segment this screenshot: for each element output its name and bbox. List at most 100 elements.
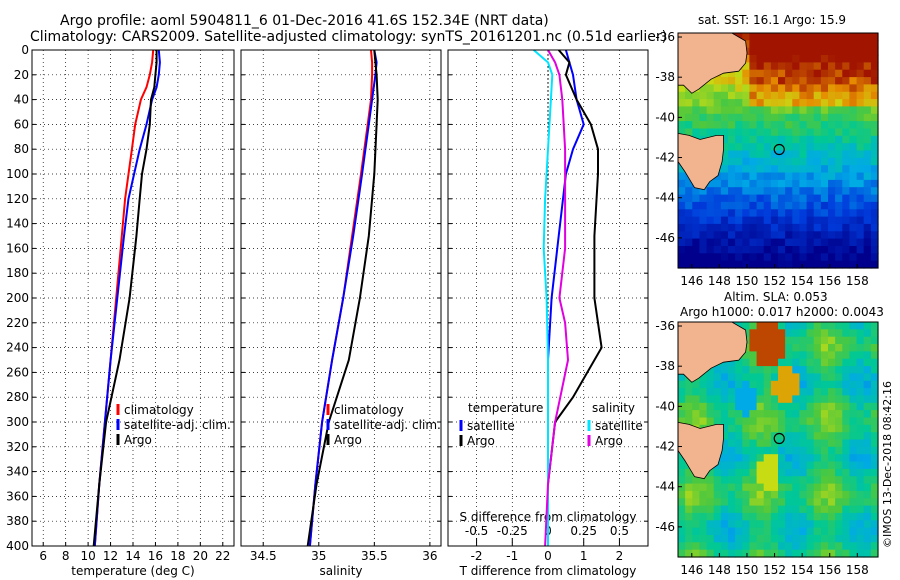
sst_map-land-mainland (677, 32, 748, 94)
sla_map-cell (770, 358, 779, 367)
sst_map-cell (756, 216, 765, 225)
sla_map-cell (842, 454, 850, 463)
sst_map-cell (806, 209, 815, 218)
sst_map-cell (699, 91, 708, 100)
sla_map-cell (799, 336, 808, 345)
sst_map-cell (728, 238, 736, 247)
sla_map-cell (713, 505, 722, 514)
sst_map-cell (856, 40, 865, 49)
sla_map-cell (806, 549, 815, 558)
sla_map-cell (756, 329, 765, 338)
sst_map-cell (820, 62, 829, 71)
sst_map-cell (792, 91, 800, 100)
sla_map-cell (699, 476, 708, 485)
sst_map-cell (870, 91, 879, 100)
salinity-series-argo (306, 49, 379, 547)
sla_map-cell (842, 358, 850, 367)
sst_map-cell (863, 194, 872, 203)
sla_map-cell (763, 461, 772, 470)
sla_map-cell (728, 498, 736, 507)
sla_map-cell (870, 454, 879, 463)
sst_map-xtick-label: 146 (680, 274, 703, 288)
sla_map-cell (692, 417, 700, 426)
sst_map-cell (835, 91, 843, 100)
difference-x2tick-label: 0.5 (610, 524, 629, 538)
sst_map-cell (770, 128, 779, 137)
sst_map-cell (863, 216, 872, 225)
sla_map-cell (849, 402, 858, 411)
sst_map-cell (749, 238, 758, 247)
sla_map-cell (849, 461, 858, 470)
sst_map-cell (756, 172, 765, 181)
sst_map-cell (813, 113, 822, 122)
depth-tick-label: 200 (6, 291, 29, 305)
sla_map-cell (813, 358, 822, 367)
sst_map-cell (770, 33, 779, 41)
sst_map-cell (778, 179, 786, 188)
sst_map-cell (778, 246, 786, 254)
sst_map-cell (742, 165, 750, 174)
sst_map-cell (792, 113, 800, 122)
depth-tick-label: 340 (6, 465, 29, 479)
sla_map-cell (770, 395, 779, 404)
sst_map-cell (749, 157, 758, 166)
sst_map-cell (692, 128, 700, 137)
sla_map-cell (835, 549, 843, 558)
sla_map-cell (870, 527, 879, 536)
sla_map-cell (749, 402, 758, 411)
sst_map-cell (706, 231, 715, 240)
figure-title-line-2: Climatology: CARS2009. Satellite-adjuste… (30, 29, 668, 45)
sla_map-cell (806, 439, 815, 448)
sla_map-cell (749, 322, 758, 330)
sla_map-cell (806, 461, 815, 470)
sla_map-cell (806, 395, 815, 404)
sst_map-cell (856, 121, 865, 129)
sla_map-cell (756, 520, 765, 529)
sst_map-cell (820, 165, 829, 174)
sla_map-cell (770, 351, 779, 360)
sla_map-cell (828, 373, 836, 382)
sst_map-cell (856, 128, 865, 137)
sla_map-cell (856, 410, 865, 418)
sst_map-cell (785, 201, 793, 210)
sla_map-cell (806, 454, 815, 463)
sst_map-cell (813, 209, 822, 218)
difference-xtick-label: -1 (506, 549, 518, 563)
sla_map-xtick-label: 154 (791, 563, 814, 577)
sla_map-cell (785, 535, 793, 543)
sla_map-cell (763, 549, 772, 558)
sla_map-cell (835, 535, 843, 543)
difference-series-argo-temperature (547, 49, 603, 546)
sst_map-cell (720, 121, 729, 129)
sla_map-cell (856, 520, 865, 529)
sla_map-cell (785, 358, 793, 367)
sla_map-cell (706, 417, 715, 426)
sst_map-cell (742, 91, 750, 100)
sst_map-cell (720, 165, 729, 174)
sla_map-cell (756, 490, 765, 499)
sla_map-frame (677, 321, 879, 558)
sst_map-cell (720, 231, 729, 240)
sla_map-cell (856, 322, 865, 330)
sst_map-cell (678, 209, 686, 218)
sst_map-cell (692, 231, 700, 240)
sst_map-cell (870, 113, 879, 122)
sst_map-cell (728, 121, 736, 129)
sla_map-cell (742, 366, 750, 374)
sla_map-cell (863, 446, 872, 455)
sla_map-cell (763, 505, 772, 514)
sst_map-cell (828, 172, 836, 181)
sla_map-cell (799, 380, 808, 389)
sst_map-cell (806, 157, 815, 166)
sla_map-cell (749, 498, 758, 507)
sst_map-cell (785, 33, 793, 41)
sst_map-cell (706, 179, 715, 188)
sst_map-cell (785, 99, 793, 107)
sla_map-cell (756, 446, 765, 455)
difference-xtick-label: 0 (544, 549, 552, 563)
sla_map-cell (770, 527, 779, 536)
sst_map-cell (720, 238, 729, 247)
sst_map-cell (842, 106, 850, 115)
sla_map-cell (820, 417, 829, 426)
sst_map-cell (870, 231, 879, 240)
